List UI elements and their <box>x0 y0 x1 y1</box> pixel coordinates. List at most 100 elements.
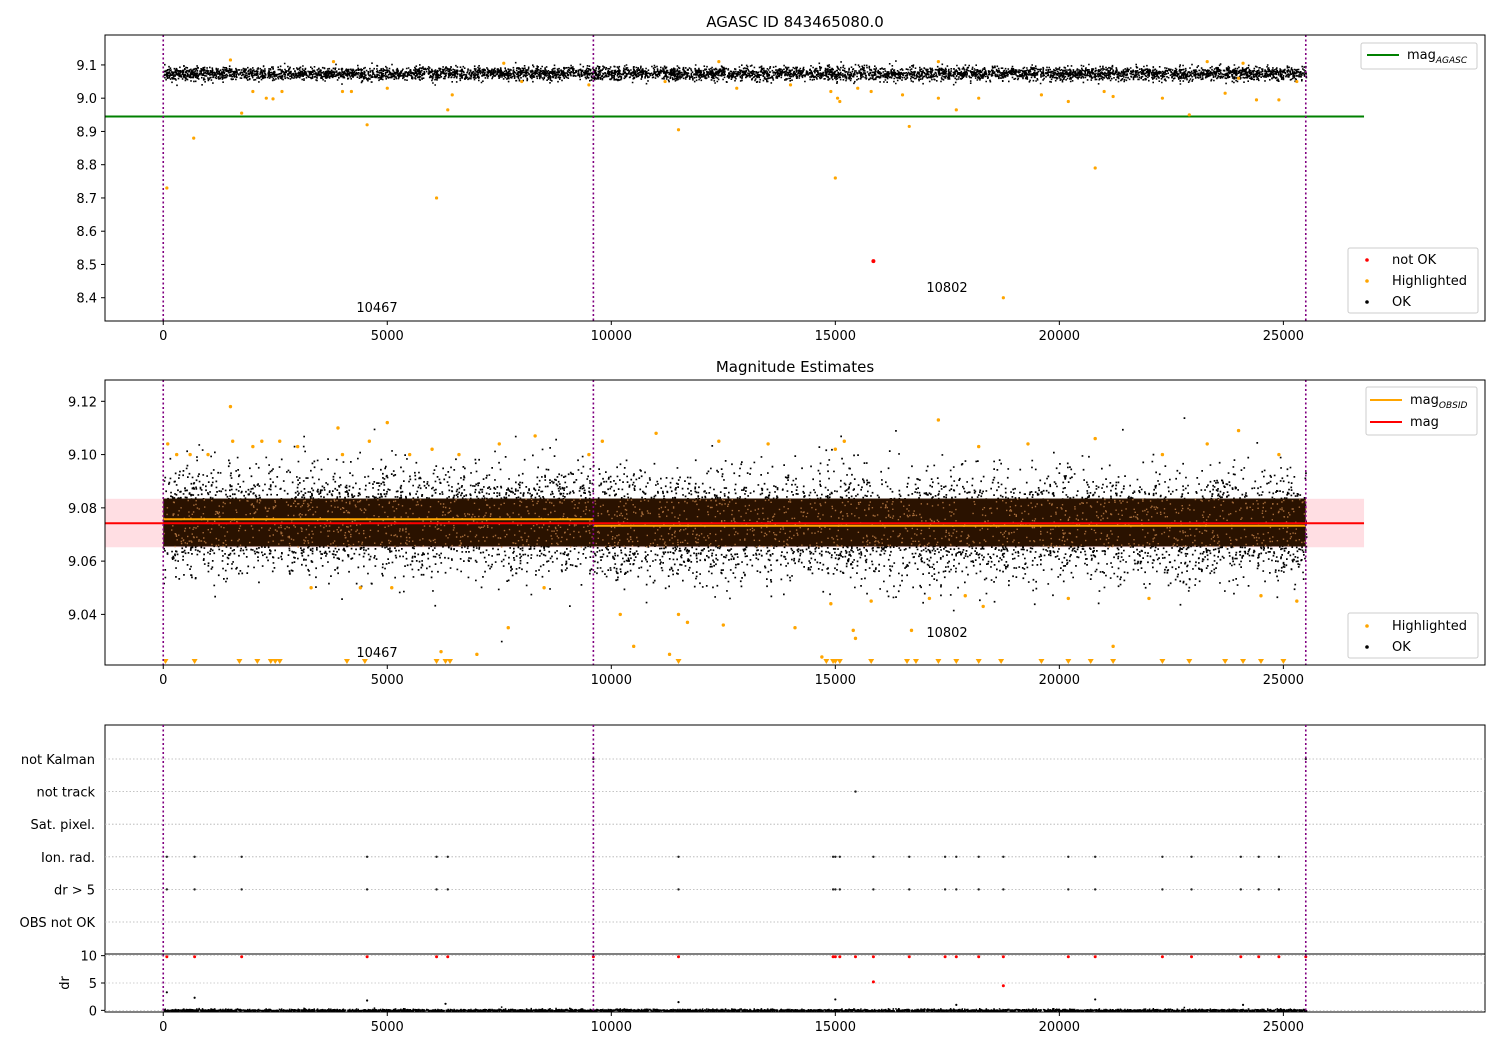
highlighted-point <box>600 439 605 443</box>
x-tick-label: 15000 <box>815 673 856 688</box>
panel2-plot-area <box>104 379 1486 666</box>
highlighted-point <box>309 586 313 590</box>
flag-point <box>1002 855 1005 858</box>
highlighted-point <box>1241 61 1245 65</box>
flag-category-label: not Kalman <box>21 753 95 768</box>
flag-point <box>1257 855 1260 858</box>
panel2-x-ticks: 0 5000 10000 15000 20000 25000 <box>159 665 1304 688</box>
dr-high-point <box>435 955 439 959</box>
clipped-low-marker <box>836 659 843 664</box>
x-tick-label: 10000 <box>591 673 632 688</box>
highlighted-point <box>365 123 369 127</box>
y-tick-label: 8.6 <box>76 225 97 240</box>
highlighted-point <box>654 431 658 435</box>
highlighted-point <box>439 649 443 654</box>
x-tick-label: 15000 <box>815 1020 856 1035</box>
legend2-ok: OK <box>1392 640 1411 655</box>
highlighted-point <box>1259 594 1263 598</box>
highlighted-point <box>336 426 340 430</box>
x-tick-label: 5000 <box>371 1020 404 1035</box>
panel2-annotation-10802: 10802 <box>926 626 967 641</box>
highlighted-point <box>228 58 233 62</box>
highlighted-point <box>506 626 510 630</box>
legend-mag-label: mag <box>1410 415 1439 430</box>
panel2-y-ticks: 9.04 9.06 9.08 9.10 9.12 <box>68 395 105 623</box>
flag-point <box>1239 855 1243 858</box>
flag-point <box>1067 855 1070 858</box>
clipped-low-marker <box>1087 659 1094 664</box>
panel1-annotation-10802: 10802 <box>926 281 967 296</box>
dr-point <box>834 998 837 1001</box>
highlighted-point <box>869 599 873 603</box>
highlighted-point <box>188 452 192 457</box>
flag-point <box>1161 888 1164 891</box>
dr-high-point <box>1277 955 1281 959</box>
dr-point <box>165 991 168 994</box>
clipped-low-marker <box>1240 659 1247 664</box>
dr-high-point <box>1093 955 1097 959</box>
flag-point <box>446 888 449 891</box>
highlighted-point <box>271 97 275 101</box>
dr-high-point <box>853 955 857 959</box>
highlighted-point <box>663 79 667 84</box>
clipped-low-marker <box>267 659 274 664</box>
highlighted-point <box>390 586 394 590</box>
highlighted-point <box>907 124 911 129</box>
highlighted-point <box>977 444 981 449</box>
dr-high-point <box>831 955 835 959</box>
clipped-low-marker <box>1110 659 1117 664</box>
dr-point <box>955 1003 958 1006</box>
flag-point <box>240 855 243 858</box>
highlighted-point <box>632 644 636 649</box>
y-tick-label: 5 <box>89 977 97 992</box>
dr-high-point <box>677 955 681 959</box>
highlighted-point <box>295 444 300 449</box>
x-tick-label: 25000 <box>1263 329 1304 344</box>
panel1-y-ticks: 8.4 8.5 8.6 8.7 8.8 8.9 9.0 9.1 <box>76 59 105 307</box>
flag-point <box>943 855 947 858</box>
clipped-low-marker <box>272 659 279 664</box>
highlighted-point <box>497 442 501 446</box>
flag-point <box>872 888 875 891</box>
flag-point <box>1002 888 1005 891</box>
highlighted-point <box>618 612 622 617</box>
highlighted-point <box>434 196 439 200</box>
x-tick-label: 0 <box>159 329 167 344</box>
panel1-annotation-10467: 10467 <box>356 301 397 316</box>
dr-high-point <box>1190 955 1194 959</box>
dr-high-point <box>833 955 837 959</box>
highlighted-point <box>1236 428 1241 433</box>
dr-point <box>677 1001 680 1004</box>
flag-point <box>193 855 196 858</box>
dr-high-point <box>871 955 875 959</box>
clipped-low-marker <box>912 659 919 664</box>
clipped-low-marker <box>1159 659 1166 664</box>
x-tick-label: 20000 <box>1039 1020 1080 1035</box>
dr-high-point <box>1066 955 1070 959</box>
highlighted-point <box>166 442 170 446</box>
x-tick-label: 20000 <box>1039 673 1080 688</box>
magnitude-estimates-panel: Magnitude Estimates 0 5000 10000 15000 20000… <box>68 358 1486 688</box>
clipped-low-marker <box>1257 659 1264 664</box>
highlighted-point <box>721 623 726 627</box>
legend-ok: OK <box>1392 295 1411 310</box>
highlighted-point <box>446 108 450 112</box>
flag-point <box>1277 855 1281 858</box>
highlighted-point <box>349 89 354 94</box>
flag-category-label: Sat. pixel. <box>31 818 95 833</box>
clipped-low-marker <box>953 659 960 664</box>
flag-point <box>955 855 958 858</box>
highlighted-point <box>977 96 981 100</box>
highlighted-point <box>1066 99 1070 104</box>
highlighted-point <box>1205 442 1209 446</box>
highlighted-point <box>450 93 454 97</box>
y-tick-label: 9.1 <box>76 59 97 74</box>
flag-point <box>435 855 438 858</box>
flag-point <box>1093 855 1097 858</box>
highlighted-point <box>685 620 690 625</box>
flag-point <box>677 888 680 891</box>
dr-high-point <box>365 955 369 959</box>
highlighted-point <box>1039 93 1044 97</box>
clipped-low-marker <box>254 659 261 664</box>
panel3-x-ticks: 0 5000 10000 15000 20000 25000 <box>159 1012 1304 1035</box>
